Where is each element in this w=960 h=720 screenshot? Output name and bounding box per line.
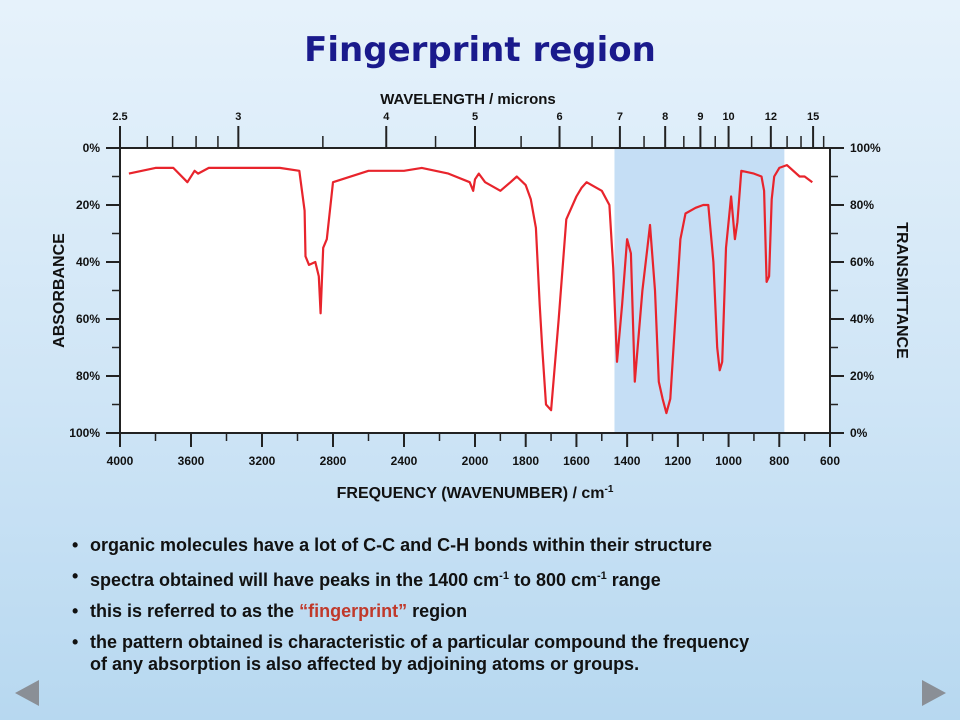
bullet-dot: • — [72, 566, 79, 586]
superscript: -1 — [597, 570, 607, 582]
right-tick-label: 20% — [850, 369, 874, 383]
top-tick-label: 12 — [765, 111, 777, 123]
top-tick-label: 4 — [383, 111, 390, 123]
bullet-text: the pattern obtained is characteristic o… — [90, 632, 750, 652]
left-axis-label: ABSORBANCE — [51, 233, 68, 348]
x-tick-label: 1000 — [715, 454, 742, 468]
top-tick-label: 7 — [617, 111, 623, 123]
bullet-item: • this is referred to as the “fingerprin… — [72, 600, 912, 622]
slide-title: Fingerprint region — [304, 30, 656, 70]
x-tick-label: 1400 — [614, 454, 641, 468]
bullet-text: region — [407, 601, 468, 621]
right-tick-label: 100% — [850, 141, 881, 155]
right-tick-label: 0% — [850, 426, 868, 440]
top-tick-label: 5 — [472, 111, 478, 123]
top-tick-label: 6 — [556, 111, 562, 123]
ir-spectrum-chart: 4000 3600 3200 2800 2400 2000 1800 1600 1400 1200… — [51, 91, 910, 502]
x-tick-label: 600 — [820, 454, 840, 468]
left-tick-label: 100% — [69, 426, 100, 440]
right-tick-label: 40% — [850, 312, 874, 326]
fingerprint-region-highlight — [614, 148, 785, 433]
x-tick-label: 800 — [769, 454, 789, 468]
top-tick-label: 3 — [235, 111, 241, 123]
spectrum-line — [128, 164, 813, 415]
bullet-item: • organic molecules have a lot of C-C an… — [72, 534, 912, 556]
prev-slide-button[interactable] — [15, 680, 39, 706]
right-tick-label: 80% — [850, 198, 874, 212]
top-axis-label: WAVELENGTH / microns — [380, 91, 556, 108]
top-tick-label: 10 — [722, 111, 734, 123]
superscript: -1 — [499, 570, 509, 582]
x-tick-label: 3200 — [249, 454, 276, 468]
x-tick-label: 4000 — [107, 454, 134, 468]
x-tick-label: 2800 — [320, 454, 347, 468]
left-tick-label: 80% — [76, 369, 100, 383]
bullet-text: organic molecules have a lot of C-C and … — [90, 535, 713, 555]
x-tick-label: 1600 — [563, 454, 590, 468]
bullet-item: • the pattern obtained is characteristic… — [72, 631, 912, 675]
bullet-list: • organic molecules have a lot of C-C an… — [72, 534, 912, 684]
top-tick-label: 2.5 — [112, 111, 127, 123]
bullet-item: • spectra obtained will have peaks in th… — [72, 565, 912, 591]
right-axis-label: TRANSMITTANCE — [893, 222, 910, 359]
x-tick-label: 1800 — [512, 454, 539, 468]
top-tick-label: 9 — [697, 111, 703, 123]
bullet-text: spectra obtained will have peaks in the … — [90, 570, 500, 590]
bullet-dot: • — [72, 601, 79, 621]
bullet-text: to 800 cm — [508, 570, 597, 590]
left-tick-label: 40% — [76, 255, 100, 269]
x-tick-label: 2000 — [462, 454, 489, 468]
next-slide-button[interactable] — [922, 680, 946, 706]
left-tick-label: 0% — [83, 141, 101, 155]
x-axis-label-sup: -1 — [604, 484, 613, 495]
left-tick-label: 60% — [76, 312, 100, 326]
x-axis-label: FREQUENCY (WAVENUMBER) / cm-1 — [337, 484, 614, 502]
bullet-dot: • — [72, 632, 79, 652]
bullet-text-continued: of any absorption is also affected by ad… — [90, 654, 640, 674]
top-tick-label: 15 — [807, 111, 819, 123]
bullet-dot: • — [72, 535, 79, 555]
top-tick-label: 8 — [662, 111, 668, 123]
bullet-text: range — [606, 570, 661, 590]
x-tick-label: 3600 — [178, 454, 205, 468]
left-tick-label: 20% — [76, 198, 100, 212]
right-tick-label: 60% — [850, 255, 874, 269]
x-tick-label: 1200 — [665, 454, 692, 468]
bullet-text: this is referred to as the — [90, 601, 300, 621]
fingerprint-highlight: “fingerprint” — [299, 601, 408, 621]
x-tick-label: 2400 — [391, 454, 418, 468]
